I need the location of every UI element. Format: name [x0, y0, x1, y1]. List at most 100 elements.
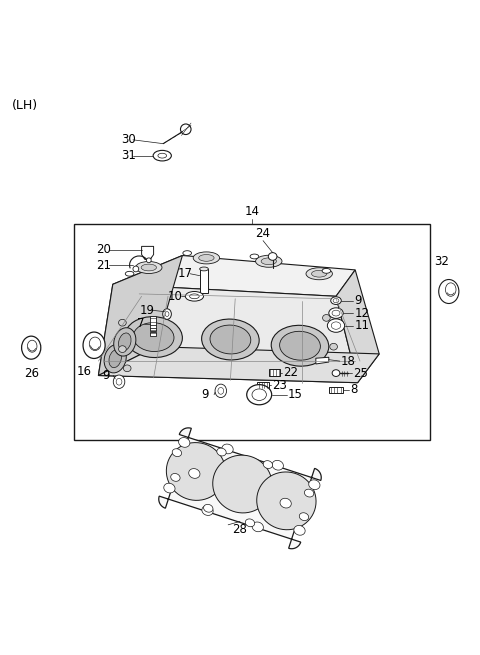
Polygon shape: [272, 460, 283, 470]
Polygon shape: [167, 443, 226, 500]
Text: 31: 31: [121, 149, 136, 162]
Ellipse shape: [202, 319, 259, 360]
Ellipse shape: [332, 310, 340, 316]
Text: 19: 19: [139, 304, 154, 317]
Ellipse shape: [322, 269, 331, 273]
Text: 28: 28: [233, 523, 247, 536]
Polygon shape: [142, 246, 154, 259]
Ellipse shape: [268, 253, 277, 260]
Ellipse shape: [185, 291, 204, 301]
Polygon shape: [257, 472, 316, 530]
Text: 9: 9: [354, 294, 362, 307]
Text: 18: 18: [341, 354, 356, 367]
Polygon shape: [269, 369, 280, 376]
Ellipse shape: [445, 283, 456, 296]
Ellipse shape: [104, 345, 126, 373]
Polygon shape: [309, 480, 320, 489]
Ellipse shape: [114, 328, 136, 356]
Ellipse shape: [199, 255, 214, 261]
Polygon shape: [113, 255, 355, 296]
Ellipse shape: [133, 323, 174, 352]
Ellipse shape: [116, 379, 122, 385]
Ellipse shape: [323, 314, 330, 321]
Ellipse shape: [250, 254, 259, 259]
Polygon shape: [204, 504, 213, 512]
Ellipse shape: [200, 267, 208, 271]
Polygon shape: [252, 522, 264, 532]
Ellipse shape: [312, 271, 327, 277]
Bar: [150, 332, 156, 335]
Text: 25: 25: [353, 367, 368, 380]
Polygon shape: [98, 284, 358, 383]
Polygon shape: [336, 270, 379, 383]
Ellipse shape: [331, 322, 341, 329]
Ellipse shape: [193, 252, 219, 264]
Ellipse shape: [141, 264, 156, 271]
Ellipse shape: [256, 255, 282, 267]
Ellipse shape: [146, 258, 151, 263]
Ellipse shape: [119, 333, 131, 351]
Ellipse shape: [119, 320, 126, 326]
Text: 24: 24: [255, 227, 271, 240]
Polygon shape: [280, 498, 291, 508]
Polygon shape: [329, 386, 343, 393]
Ellipse shape: [190, 294, 199, 299]
Text: 16: 16: [76, 365, 92, 379]
Polygon shape: [98, 255, 182, 375]
Ellipse shape: [133, 266, 139, 272]
Ellipse shape: [439, 280, 459, 303]
Polygon shape: [257, 382, 269, 388]
Polygon shape: [222, 444, 233, 454]
Ellipse shape: [271, 326, 329, 366]
Ellipse shape: [280, 331, 320, 360]
Polygon shape: [263, 460, 273, 468]
Bar: [74, 224, 430, 440]
Polygon shape: [98, 346, 379, 383]
Ellipse shape: [22, 336, 41, 359]
Ellipse shape: [136, 261, 162, 274]
Text: 20: 20: [96, 243, 111, 256]
Ellipse shape: [247, 384, 272, 405]
Text: 9: 9: [102, 369, 109, 382]
Ellipse shape: [332, 369, 340, 377]
Polygon shape: [213, 455, 272, 513]
Ellipse shape: [306, 268, 333, 280]
Polygon shape: [316, 357, 329, 364]
Ellipse shape: [158, 153, 167, 158]
Polygon shape: [179, 438, 190, 447]
Polygon shape: [217, 448, 226, 456]
Ellipse shape: [333, 299, 339, 303]
Text: (LH): (LH): [12, 100, 38, 113]
Bar: [150, 316, 156, 331]
Ellipse shape: [183, 251, 192, 255]
Ellipse shape: [329, 308, 343, 318]
Polygon shape: [172, 449, 181, 457]
Ellipse shape: [331, 297, 341, 305]
Ellipse shape: [215, 384, 227, 398]
Ellipse shape: [27, 340, 37, 352]
Ellipse shape: [153, 151, 171, 161]
Ellipse shape: [83, 332, 105, 358]
Ellipse shape: [163, 309, 171, 320]
Polygon shape: [189, 468, 200, 478]
Text: 23: 23: [272, 379, 287, 392]
Ellipse shape: [261, 258, 276, 265]
Text: 21: 21: [96, 259, 111, 272]
Text: 22: 22: [283, 366, 298, 379]
Ellipse shape: [180, 124, 191, 134]
Ellipse shape: [327, 319, 345, 332]
Polygon shape: [299, 513, 309, 521]
Text: 32: 32: [434, 255, 449, 269]
Ellipse shape: [125, 271, 134, 276]
Ellipse shape: [119, 346, 126, 352]
Text: 17: 17: [178, 267, 192, 280]
Text: 11: 11: [354, 319, 369, 332]
Ellipse shape: [210, 325, 251, 354]
Bar: [200, 269, 208, 293]
Text: 9: 9: [202, 388, 209, 402]
Text: 8: 8: [350, 383, 358, 396]
Polygon shape: [159, 428, 321, 549]
Ellipse shape: [330, 343, 337, 350]
Polygon shape: [202, 506, 213, 515]
Ellipse shape: [123, 365, 131, 371]
